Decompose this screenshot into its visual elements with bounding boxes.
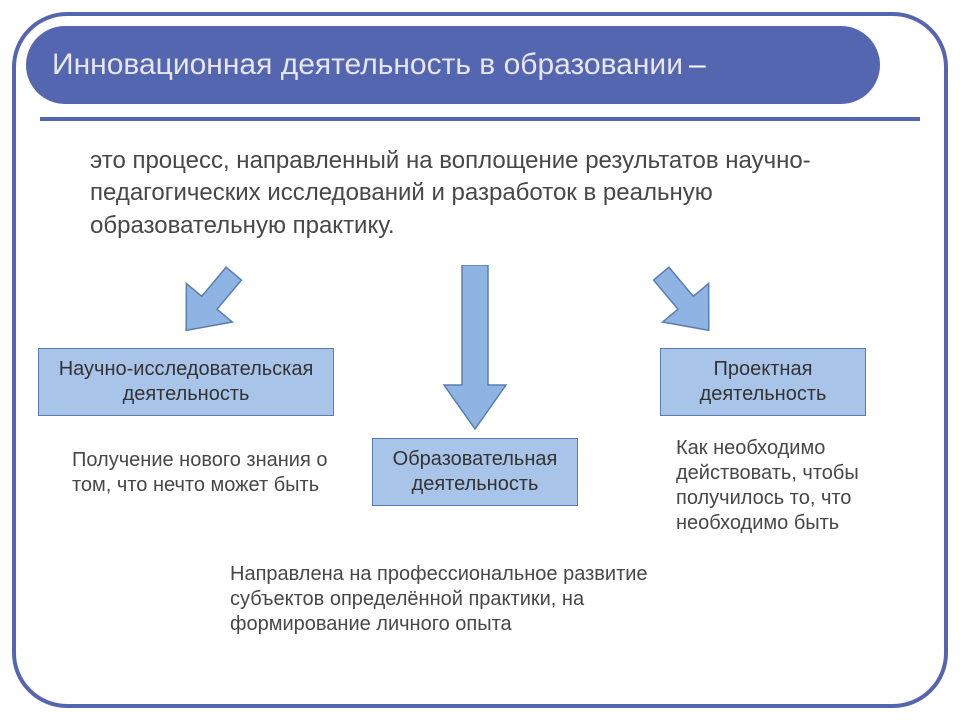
box-education: Образовательная деятельность [372,438,578,506]
box-project-label: Проектная деятельность [665,357,861,407]
box-research: Научно-исследовательская деятельность [38,348,334,416]
arrow-center-icon [440,265,510,430]
desc-center: Направлена на профессиональное развитие … [230,562,710,637]
box-research-label: Научно-исследовательская деятельность [43,357,329,407]
title-dash: – [689,48,706,82]
title-text: Инновационная деятельность в образовании [52,48,683,82]
title-bar: Инновационная деятельность в образовании… [26,26,880,104]
separator-line [40,117,920,121]
box-education-label: Образовательная деятельность [377,447,573,497]
box-project: Проектная деятельность [660,348,866,416]
desc-left: Получение нового знания о том, что нечто… [72,448,342,498]
definition-text: это процесс, направленный на воплощение … [90,145,880,242]
desc-right: Как необходимо действовать, чтобы получи… [676,436,916,536]
arrow-left-icon [165,265,255,340]
arrow-right-icon [640,265,730,340]
